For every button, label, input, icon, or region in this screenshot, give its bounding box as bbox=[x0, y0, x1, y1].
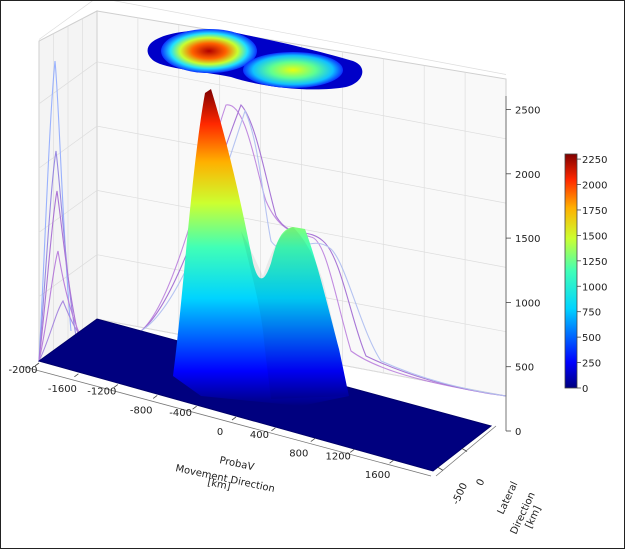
colorbar-tick-label: 1250 bbox=[582, 257, 607, 268]
grid-line bbox=[108, 0, 507, 75]
x-tick-label: 1200 bbox=[325, 451, 350, 462]
colorbar-tick-label: 500 bbox=[582, 333, 601, 344]
x-tick-mark bbox=[271, 427, 276, 432]
top-projection-heatmap bbox=[147, 29, 363, 90]
colorbar-tick-label: 1500 bbox=[582, 231, 607, 242]
colorbar-tick-label: 1000 bbox=[582, 282, 607, 293]
x-tick-label: -1600 bbox=[48, 384, 77, 395]
y-axis-label-line-1: Lateral bbox=[496, 480, 521, 516]
grid-line bbox=[96, 61, 507, 140]
x-tick-mark bbox=[349, 449, 355, 453]
x-tick-mark bbox=[34, 362, 40, 367]
x-tick-label: -400 bbox=[169, 408, 192, 419]
x-axis-line bbox=[20, 365, 432, 477]
x-tick-mark bbox=[192, 405, 197, 410]
y-tick-label: -500 bbox=[451, 481, 471, 506]
y-tick-mark bbox=[461, 448, 468, 452]
x-tick-mark bbox=[310, 438, 316, 442]
z-tick-label: 500 bbox=[515, 363, 534, 374]
grid-line bbox=[96, 125, 507, 204]
colorbar-tick-label: 750 bbox=[582, 308, 601, 319]
colorbar-ticks: 0 250 500 750 1000 1250 1500 1750 2000 2250 bbox=[577, 155, 607, 395]
colorbar-tick-label: 2250 bbox=[582, 155, 607, 166]
grid-line bbox=[38, 0, 95, 40]
x-tick-mark bbox=[113, 384, 119, 388]
x-tick-label: 800 bbox=[289, 449, 308, 460]
colorbar-tick-label: 2000 bbox=[582, 181, 607, 192]
x-tick-label: 0 bbox=[217, 427, 223, 438]
z-axis-ticks: 0 500 1000 1500 2000 2500 bbox=[506, 106, 540, 438]
z-tick-label: 2000 bbox=[515, 170, 540, 181]
y-tick-mark bbox=[437, 466, 444, 471]
x-tick-label: -800 bbox=[130, 405, 153, 416]
colorbar-tick-label: 1750 bbox=[582, 206, 607, 217]
projection-lines bbox=[38, 60, 507, 397]
colorbar-tick-label: 250 bbox=[582, 359, 601, 370]
x-tick-mark bbox=[74, 373, 79, 378]
x-tick-label: 1600 bbox=[365, 470, 390, 481]
x-tick-mark bbox=[231, 416, 237, 421]
surface-shading bbox=[241, 227, 349, 399]
z-tick-label: 0 bbox=[515, 427, 521, 438]
colorbar-tick-label: 0 bbox=[582, 384, 588, 395]
y-tick-label: 0 bbox=[475, 477, 488, 487]
surface-peak bbox=[173, 89, 349, 406]
x-axis-label-line-1: ProbaV bbox=[218, 455, 255, 473]
x-tick-mark bbox=[152, 395, 158, 399]
colorbar bbox=[564, 153, 578, 389]
z-tick-label: 1000 bbox=[515, 298, 540, 309]
x-tick-label: -2000 bbox=[8, 365, 37, 376]
z-tick-label: 2500 bbox=[515, 106, 540, 117]
x-axis-ticks: -2000 -1600 -1200 -800 -400 0 400 800 1200 1600 bbox=[8, 362, 394, 481]
x-tick-label: 400 bbox=[250, 430, 269, 441]
x-tick-mark bbox=[389, 459, 394, 464]
z-tick-label: 1500 bbox=[515, 234, 540, 245]
x-axis-label-line-3: [km] bbox=[206, 477, 231, 493]
x-tick-label: -1200 bbox=[87, 387, 116, 398]
